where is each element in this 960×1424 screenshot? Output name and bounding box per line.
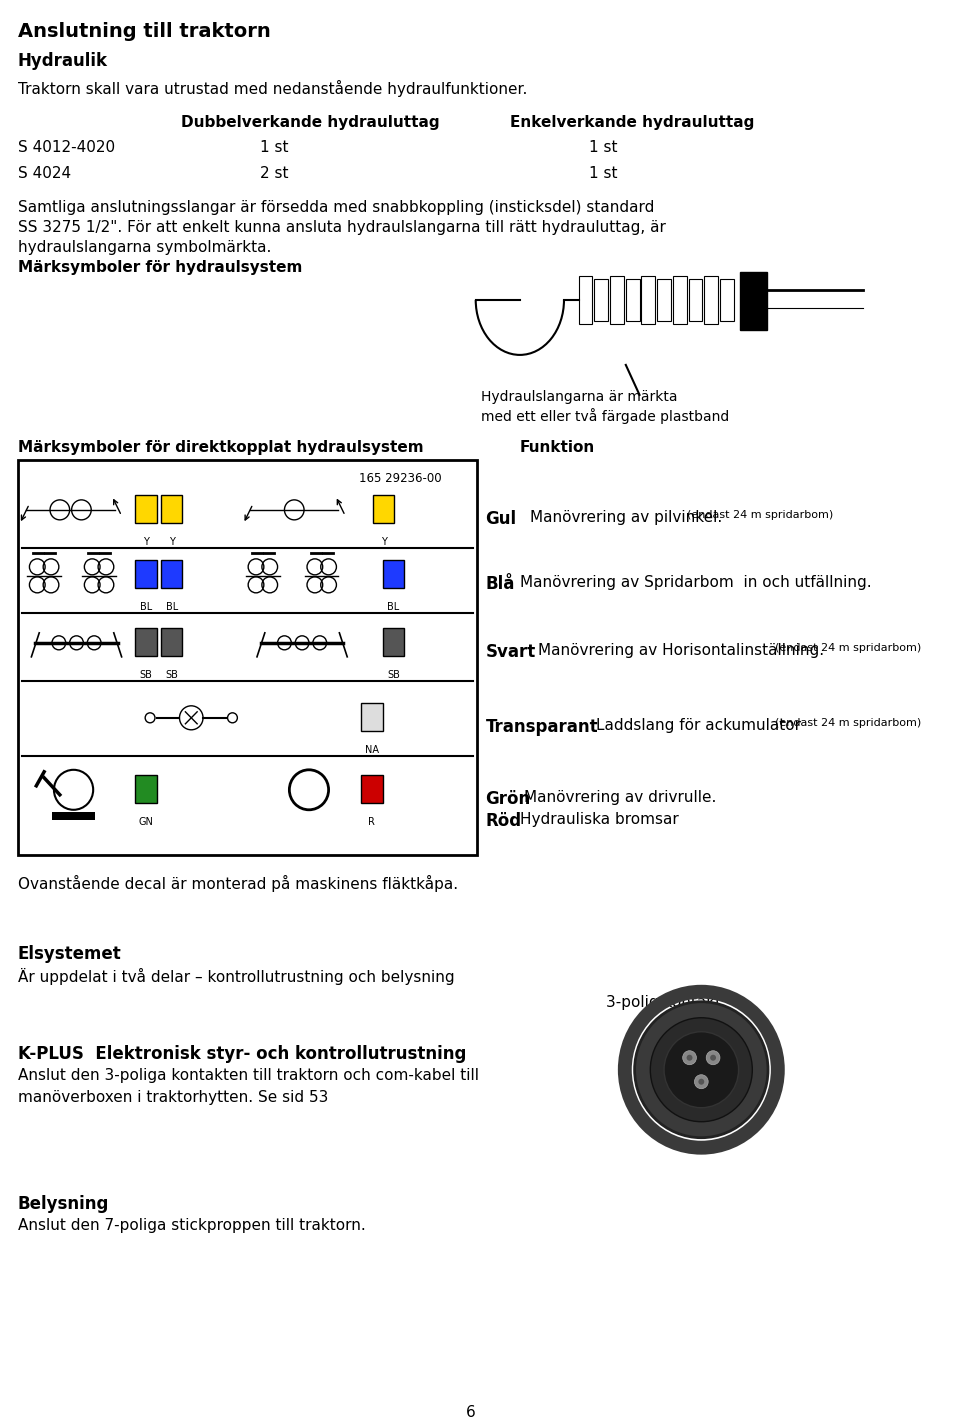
Text: Gul: Gul	[486, 510, 516, 528]
Circle shape	[664, 1032, 738, 1108]
Text: (endast 24 m spridarbom): (endast 24 m spridarbom)	[775, 718, 922, 728]
Bar	[705, 276, 718, 323]
Bar	[135, 775, 156, 803]
Bar	[161, 628, 182, 656]
Text: Anslut den 3-poliga kontakten till traktorn och com-kabel till: Anslut den 3-poliga kontakten till trakt…	[17, 1068, 479, 1082]
Text: Laddslang för ackumulator: Laddslang för ackumulator	[596, 718, 802, 733]
Bar	[673, 276, 686, 323]
Bar	[382, 560, 404, 588]
Bar	[52, 812, 95, 820]
Circle shape	[710, 1055, 716, 1061]
Bar	[688, 279, 703, 320]
Text: NA: NA	[365, 745, 379, 755]
Text: BL: BL	[140, 602, 153, 612]
Text: Samtliga anslutningsslangar är försedda med snabbkoppling (insticksdel) standard: Samtliga anslutningsslangar är försedda …	[17, 199, 654, 215]
Text: Transparant: Transparant	[486, 718, 598, 736]
Text: SS 3275 1/2". För att enkelt kunna ansluta hydraulslangarna till rätt hydraulutt: SS 3275 1/2". För att enkelt kunna anslu…	[17, 219, 665, 235]
Text: Y: Y	[143, 537, 149, 547]
Text: 2 st: 2 st	[260, 167, 288, 181]
Circle shape	[635, 1001, 768, 1138]
Text: SB: SB	[387, 669, 399, 679]
Text: med ett eller två färgade plastband: med ett eller två färgade plastband	[481, 407, 729, 424]
Text: Manövrering av drivrulle.: Manövrering av drivrulle.	[524, 790, 716, 805]
Text: SB: SB	[140, 669, 153, 679]
Text: K-PLUS  Elektronisk styr- och kontrollutrustning: K-PLUS Elektronisk styr- och kontrollutr…	[17, 1045, 466, 1062]
Bar	[739, 272, 767, 330]
Text: Märksymboler för hydraulsystem: Märksymboler för hydraulsystem	[17, 261, 302, 275]
Text: Y: Y	[169, 537, 175, 547]
Text: Traktorn skall vara utrustad med nedanstående hydraulfunktioner.: Traktorn skall vara utrustad med nedanst…	[17, 80, 527, 97]
Text: manöverboxen i traktorhytten. Se sid 53: manöverboxen i traktorhytten. Se sid 53	[17, 1089, 328, 1105]
Text: Hydrauliska bromsar: Hydrauliska bromsar	[520, 812, 679, 827]
Text: SB: SB	[165, 669, 179, 679]
Text: hydraulslangarna symbolmärkta.: hydraulslangarna symbolmärkta.	[17, 239, 271, 255]
Text: Elsystemet: Elsystemet	[17, 944, 121, 963]
Text: 3-polig kontakt: 3-polig kontakt	[606, 995, 721, 1010]
Text: Y: Y	[380, 537, 387, 547]
Text: GN: GN	[138, 817, 154, 827]
Text: Grön: Grön	[486, 790, 531, 807]
Text: Funktion: Funktion	[520, 440, 595, 454]
Bar	[161, 496, 182, 523]
Text: Manövrering av Spridarbom  in och utfällning.: Manövrering av Spridarbom in och utfälln…	[520, 575, 872, 590]
Text: Manövrering av pilvinkel.: Manövrering av pilvinkel.	[530, 510, 722, 525]
Bar	[161, 560, 182, 588]
Bar	[135, 560, 156, 588]
Text: Blå: Blå	[486, 575, 515, 592]
Text: Hydraulik: Hydraulik	[17, 53, 108, 70]
Text: Anslut den 7-poliga stickproppen till traktorn.: Anslut den 7-poliga stickproppen till tr…	[17, 1218, 366, 1233]
Text: S 4012-4020: S 4012-4020	[17, 140, 115, 155]
Text: Röd: Röd	[486, 812, 521, 830]
Text: 1 st: 1 st	[260, 140, 288, 155]
Text: BL: BL	[165, 602, 178, 612]
Circle shape	[650, 1018, 753, 1122]
Bar	[135, 496, 156, 523]
Bar	[361, 775, 382, 803]
Bar	[626, 279, 639, 320]
Text: Hydraulslangarna är märkta: Hydraulslangarna är märkta	[481, 390, 677, 404]
Text: 1 st: 1 st	[588, 140, 617, 155]
Bar	[594, 279, 608, 320]
Bar	[135, 628, 156, 656]
Text: (endast 24 m spridarbom): (endast 24 m spridarbom)	[775, 642, 922, 652]
Bar	[17, 460, 477, 854]
Bar	[658, 279, 671, 320]
Circle shape	[698, 1079, 705, 1085]
Text: Anslutning till traktorn: Anslutning till traktorn	[17, 21, 271, 41]
Text: Märksymboler för direktkopplat hydraulsystem: Märksymboler för direktkopplat hydraulsy…	[17, 440, 423, 454]
Bar	[372, 496, 395, 523]
Text: Svart: Svart	[486, 642, 536, 661]
Bar	[579, 276, 592, 323]
Text: 6: 6	[466, 1404, 476, 1420]
Text: S 4024: S 4024	[17, 167, 71, 181]
Circle shape	[694, 1075, 708, 1089]
Bar	[361, 703, 382, 731]
Text: BL: BL	[387, 602, 399, 612]
Text: Belysning: Belysning	[17, 1195, 109, 1213]
Text: Ovanstående decal är monterad på maskinens fläktkåpa.: Ovanstående decal är monterad på maskine…	[17, 874, 458, 891]
Circle shape	[686, 1055, 692, 1061]
Bar	[720, 279, 733, 320]
Text: (endast 24 m spridarbom): (endast 24 m spridarbom)	[686, 510, 833, 520]
Circle shape	[707, 1051, 720, 1065]
Bar	[641, 276, 656, 323]
Bar	[382, 628, 404, 656]
Text: Enkelverkande hydrauluttag: Enkelverkande hydrauluttag	[510, 115, 755, 130]
Bar	[611, 276, 624, 323]
Text: Manövrering av Horisontalinställning.: Manövrering av Horisontalinställning.	[538, 642, 824, 658]
Text: 165 29236-00: 165 29236-00	[359, 471, 442, 486]
Text: R: R	[369, 817, 375, 827]
Circle shape	[683, 1051, 696, 1065]
Text: 1 st: 1 st	[588, 167, 617, 181]
Text: Är uppdelat i två delar – kontrollutrustning och belysning: Är uppdelat i två delar – kontrollutrust…	[17, 968, 454, 985]
Text: Dubbelverkande hydrauluttag: Dubbelverkande hydrauluttag	[181, 115, 440, 130]
